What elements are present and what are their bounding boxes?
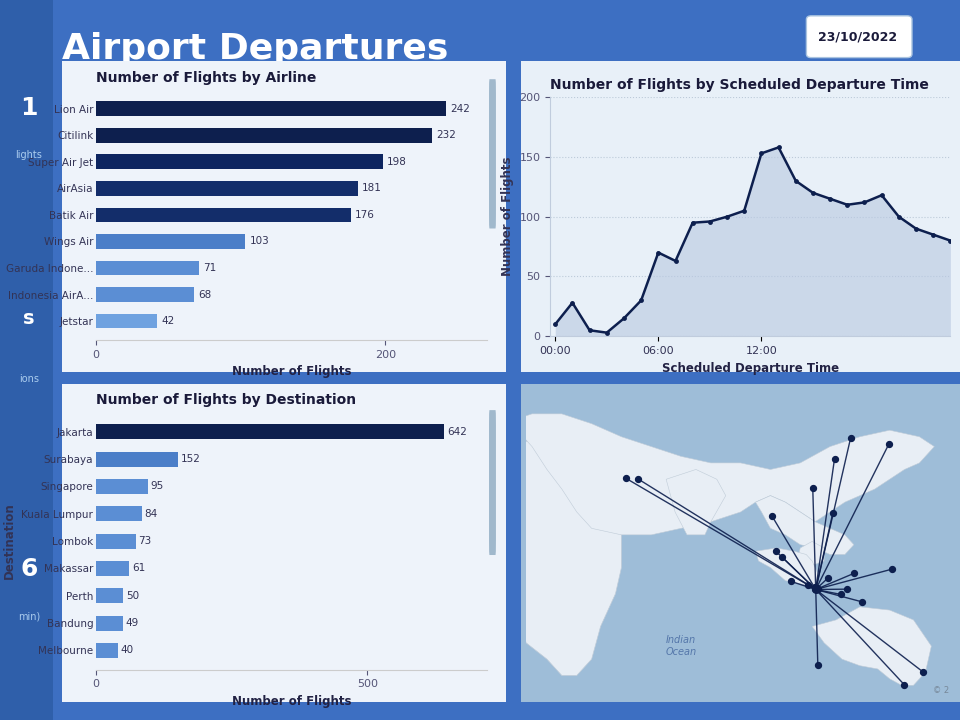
Bar: [96, 234, 245, 249]
Polygon shape: [567, 456, 651, 522]
Text: 152: 152: [181, 454, 201, 464]
X-axis label: Scheduled Departure Time: Scheduled Departure Time: [661, 361, 839, 374]
X-axis label: Number of Flights: Number of Flights: [231, 695, 351, 708]
Point: [821, 572, 836, 583]
Y-axis label: Destination: Destination: [3, 503, 15, 580]
Bar: [96, 616, 123, 631]
Y-axis label: Number of Flights: Number of Flights: [501, 157, 514, 276]
Text: 95: 95: [151, 482, 163, 492]
Text: 71: 71: [204, 263, 216, 273]
Text: 61: 61: [132, 564, 145, 573]
Text: 242: 242: [450, 104, 470, 114]
Text: Number of Flights by Scheduled Departure Time: Number of Flights by Scheduled Departure…: [550, 78, 929, 92]
Point: [811, 583, 827, 595]
Point: [881, 438, 897, 450]
Point: [806, 583, 822, 595]
Point: [833, 589, 849, 600]
Bar: [96, 287, 195, 302]
Point: [884, 564, 900, 575]
Text: Airport Departures: Airport Departures: [62, 32, 448, 66]
Text: Number of Flights by Airline: Number of Flights by Airline: [96, 71, 317, 85]
Text: 176: 176: [355, 210, 375, 220]
Bar: [96, 207, 350, 222]
Text: 49: 49: [126, 618, 138, 628]
Bar: [96, 102, 446, 116]
Text: lights: lights: [15, 150, 42, 161]
Point: [847, 567, 862, 579]
Text: min): min): [17, 611, 40, 621]
Polygon shape: [794, 541, 824, 574]
Text: Number of Flights by Destination: Number of Flights by Destination: [96, 393, 356, 408]
Bar: [96, 424, 444, 439]
Text: 23/10/2022: 23/10/2022: [818, 30, 897, 43]
Bar: [96, 588, 123, 603]
Bar: [96, 451, 179, 467]
Point: [783, 575, 799, 587]
Polygon shape: [502, 437, 621, 675]
Text: 181: 181: [362, 184, 382, 194]
Point: [854, 596, 870, 608]
Text: 103: 103: [250, 236, 269, 246]
Polygon shape: [472, 414, 934, 535]
Bar: [96, 128, 432, 143]
FancyBboxPatch shape: [56, 57, 513, 377]
Text: 40: 40: [120, 645, 133, 655]
Point: [839, 583, 854, 595]
Point: [768, 545, 783, 557]
Text: 642: 642: [447, 427, 467, 437]
FancyBboxPatch shape: [489, 79, 496, 228]
Point: [810, 660, 826, 671]
Bar: [96, 155, 382, 169]
Text: 232: 232: [436, 130, 456, 140]
Bar: [96, 181, 358, 196]
Point: [808, 584, 824, 595]
Point: [805, 482, 821, 494]
Text: 73: 73: [138, 536, 152, 546]
FancyBboxPatch shape: [0, 0, 53, 720]
FancyBboxPatch shape: [56, 379, 513, 707]
Text: 6: 6: [20, 557, 37, 581]
Text: 198: 198: [387, 157, 407, 167]
Bar: [96, 479, 148, 494]
Bar: [96, 314, 156, 328]
FancyBboxPatch shape: [806, 16, 912, 58]
FancyBboxPatch shape: [515, 57, 960, 377]
Point: [809, 582, 825, 593]
Point: [843, 432, 858, 444]
Text: s: s: [23, 309, 35, 328]
Bar: [96, 534, 135, 549]
Text: 50: 50: [126, 590, 139, 600]
Text: Indian
Ocean: Indian Ocean: [665, 635, 697, 657]
Point: [825, 508, 840, 519]
Polygon shape: [756, 548, 818, 588]
Text: 84: 84: [144, 509, 157, 518]
Polygon shape: [756, 495, 853, 554]
Bar: [96, 643, 118, 658]
FancyBboxPatch shape: [515, 379, 960, 707]
Text: Scheduled Date: Scheduled Date: [810, 16, 908, 26]
Point: [827, 453, 842, 464]
FancyBboxPatch shape: [489, 410, 496, 555]
Polygon shape: [666, 469, 726, 535]
Point: [630, 473, 645, 485]
Point: [808, 582, 824, 594]
Text: 1: 1: [20, 96, 37, 120]
Text: ions: ions: [19, 374, 38, 384]
Point: [915, 666, 930, 678]
Point: [807, 581, 823, 593]
X-axis label: Number of Flights: Number of Flights: [231, 365, 351, 378]
Text: © 2: © 2: [933, 686, 949, 695]
Point: [774, 551, 789, 562]
Polygon shape: [812, 607, 931, 685]
Point: [897, 679, 912, 690]
Bar: [96, 261, 199, 275]
Point: [618, 472, 634, 484]
Point: [764, 510, 780, 522]
Bar: [96, 506, 141, 521]
Text: 68: 68: [199, 289, 212, 300]
Bar: [96, 561, 129, 576]
Text: 42: 42: [161, 316, 175, 326]
Point: [801, 579, 816, 590]
